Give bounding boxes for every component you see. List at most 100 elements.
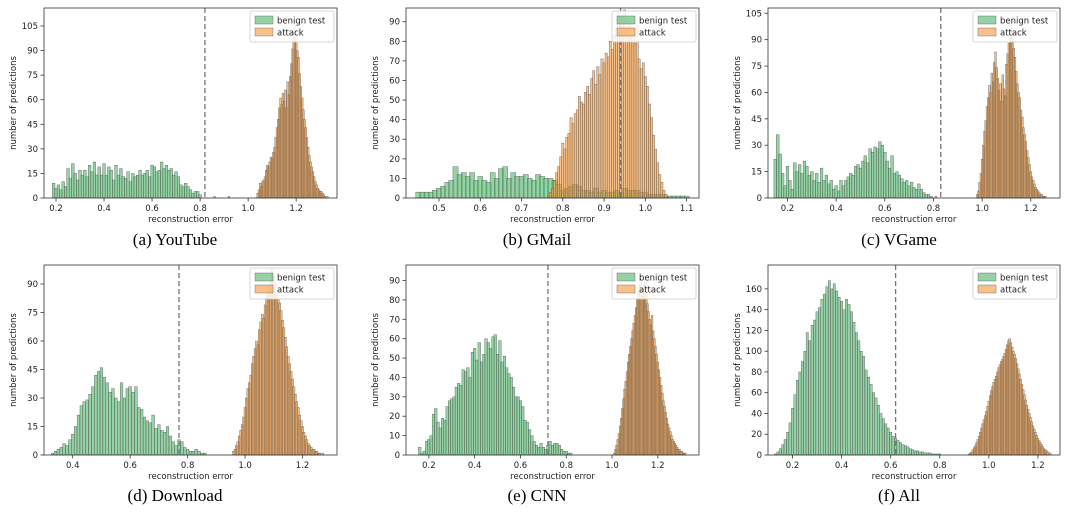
histogram-bar bbox=[896, 440, 900, 456]
x-tick-label: 0.6 bbox=[878, 204, 892, 214]
x-tick-label: 0.8 bbox=[927, 204, 941, 214]
x-tick-label: 1.0 bbox=[982, 461, 996, 471]
histogram-bar bbox=[137, 407, 141, 456]
series-attack bbox=[213, 20, 329, 199]
histogram-bar bbox=[781, 444, 785, 456]
histogram-bar bbox=[776, 451, 780, 456]
y-tick-label: 80 bbox=[389, 296, 400, 306]
x-tick-label: 1.1 bbox=[680, 204, 694, 214]
histogram-bar bbox=[99, 367, 103, 456]
series-benign-test bbox=[418, 334, 573, 456]
histogram-bar bbox=[91, 386, 95, 456]
histogram-bar bbox=[88, 394, 92, 456]
series-attack bbox=[934, 21, 1047, 199]
plot-frame bbox=[405, 264, 700, 456]
histogram-bar bbox=[62, 443, 66, 456]
y-tick-label: 15 bbox=[27, 169, 38, 179]
legend-entry: benign test bbox=[639, 274, 688, 284]
histogram-bar bbox=[786, 431, 789, 456]
legend-swatch bbox=[977, 284, 997, 294]
y-axis-label: number of predictions bbox=[9, 313, 19, 407]
chart-panel-all: 0.2 0.4 0.6 0.8 1.0 1.2 0 20 40 60 80 100 120 140 160 r… bbox=[724, 257, 1073, 513]
histogram-bar bbox=[142, 416, 147, 456]
histogram-bar bbox=[801, 361, 804, 456]
x-tick-label: 0.2 bbox=[781, 204, 795, 214]
histogram-bar bbox=[664, 193, 668, 199]
histogram-bar bbox=[59, 447, 63, 456]
histogram-bar bbox=[918, 451, 922, 456]
legend-entry: attack bbox=[639, 286, 666, 296]
histogram-bar bbox=[783, 439, 787, 456]
y-tick-label: 30 bbox=[27, 394, 38, 404]
y-tick-label: 60 bbox=[389, 76, 400, 86]
x-tick-label: 0.8 bbox=[181, 461, 195, 471]
x-axis-label: reconstruction error bbox=[148, 215, 233, 225]
histogram-bar bbox=[1046, 451, 1049, 456]
histogram-bar bbox=[82, 401, 86, 456]
histogram-bar bbox=[188, 451, 193, 456]
chart-panel-gmail: 0.5 0.6 0.7 0.8 0.9 1.0 1.1 0 10 20 30 40 50 60 70 80 90… bbox=[362, 0, 712, 256]
legend-entry: benign test bbox=[1000, 17, 1049, 27]
histogram-bar bbox=[111, 388, 115, 456]
histogram-bar bbox=[97, 371, 101, 456]
histogram-bar bbox=[884, 423, 888, 456]
y-tick-label: 160 bbox=[746, 285, 762, 295]
histogram-bar bbox=[877, 404, 880, 456]
histogram-bar bbox=[788, 422, 792, 456]
plot-frame bbox=[767, 264, 1061, 456]
y-tick-label: 0 bbox=[395, 451, 400, 461]
x-tick-label: 0.8 bbox=[559, 461, 573, 471]
legend-entry: benign test bbox=[277, 274, 326, 284]
histogram-bar bbox=[796, 380, 799, 456]
x-tick-label: 0.4 bbox=[835, 461, 849, 471]
histogram-bar bbox=[151, 414, 155, 456]
y-tick-label: 40 bbox=[751, 409, 762, 419]
legend-swatch bbox=[616, 272, 636, 282]
y-tick-label: 80 bbox=[389, 37, 400, 47]
histogram-bar bbox=[163, 432, 167, 456]
y-axis-label: number of predictions bbox=[371, 313, 381, 407]
histogram-bar bbox=[174, 445, 178, 456]
series-benign-test bbox=[774, 280, 942, 456]
chart-caption: (b) GMail bbox=[502, 230, 572, 249]
x-tick-label: 0.4 bbox=[829, 204, 843, 214]
histogram-bar bbox=[916, 450, 920, 456]
legend-swatch bbox=[977, 272, 997, 282]
series-benign-test bbox=[51, 367, 207, 456]
x-tick-label: 0.7 bbox=[515, 204, 529, 214]
histogram-bar bbox=[830, 288, 834, 456]
histogram-bar bbox=[832, 283, 836, 456]
y-axis-label: number of predictions bbox=[733, 313, 743, 407]
histogram-bar bbox=[120, 382, 124, 456]
histogram-bar bbox=[79, 405, 83, 456]
histogram-bar bbox=[879, 413, 883, 456]
y-tick-label: 90 bbox=[389, 277, 400, 287]
histogram-bar bbox=[140, 409, 144, 456]
histogram-bar bbox=[859, 350, 863, 456]
histogram-bar bbox=[154, 428, 158, 456]
chart-svg-vgame: 0.2 0.4 0.6 0.8 1.0 1.2 0 15 30 45 60 75 90 105 recons… bbox=[733, 7, 1061, 225]
x-tick-label: 0.9 bbox=[597, 204, 611, 214]
y-tick-label: 0 bbox=[33, 194, 38, 204]
y-tick-label: 10 bbox=[389, 432, 400, 442]
y-tick-label: 30 bbox=[751, 141, 762, 151]
y-axis-label: number of predictions bbox=[9, 56, 19, 150]
histogram-bar bbox=[191, 451, 195, 456]
legend-swatch bbox=[254, 284, 274, 294]
legend-swatch bbox=[616, 284, 636, 294]
y-tick-label: 30 bbox=[389, 393, 400, 403]
histogram-bar bbox=[815, 311, 819, 456]
x-axis-label: reconstruction error bbox=[148, 472, 233, 482]
histogram-bar bbox=[71, 433, 75, 456]
x-tick-label: 0.6 bbox=[884, 461, 898, 471]
x-tick-label: 1.0 bbox=[639, 204, 653, 214]
legend-entry: attack bbox=[1000, 29, 1027, 39]
histogram-bar bbox=[122, 397, 126, 456]
histogram-bar bbox=[160, 430, 164, 456]
histogram-bar bbox=[117, 401, 121, 456]
histogram-bar bbox=[813, 319, 816, 456]
y-tick-label: 15 bbox=[751, 168, 762, 178]
histogram-bar bbox=[808, 340, 812, 456]
y-tick-label: 60 bbox=[751, 389, 762, 399]
y-tick-label: 0 bbox=[757, 451, 762, 461]
